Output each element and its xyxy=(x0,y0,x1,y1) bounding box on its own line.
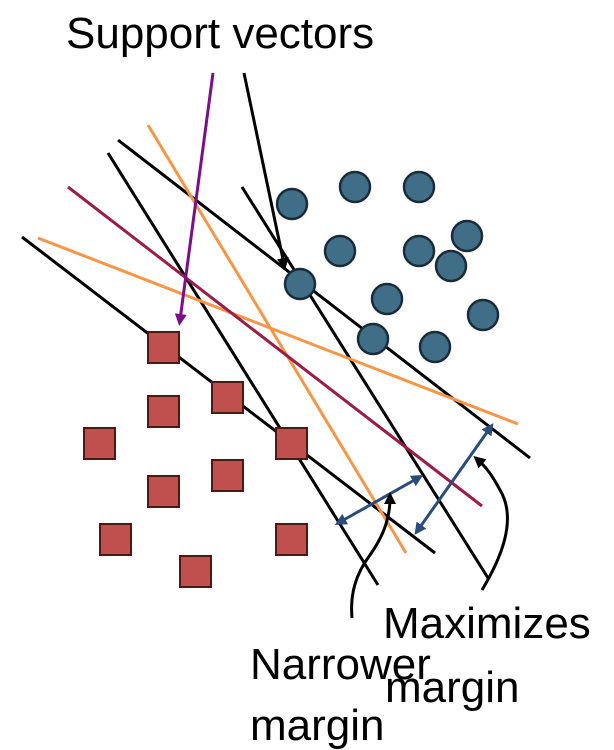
circle-point xyxy=(402,170,436,204)
support-vector-arrow-black xyxy=(242,72,289,270)
circle-point xyxy=(323,234,357,268)
circle-point-support-vector xyxy=(283,267,317,301)
square-point-support-vector xyxy=(147,331,180,364)
maximizes-label-line1: Maximizes xyxy=(383,599,591,648)
square-point xyxy=(83,427,116,460)
circle-point xyxy=(356,322,390,356)
narrower-margin-pointer xyxy=(350,492,396,619)
square-point xyxy=(275,523,308,556)
square-point xyxy=(211,381,244,414)
maximizes-margin-pointer xyxy=(473,456,509,591)
circle-point xyxy=(434,249,468,283)
support-vectors-label: Support vectors xyxy=(66,9,375,58)
circle-point xyxy=(418,330,452,364)
wide-margin-arrow xyxy=(414,423,494,535)
circle-point xyxy=(275,187,309,221)
narrower-label-line2: margin xyxy=(250,701,385,750)
maximizes-label-line2: margin xyxy=(385,663,520,712)
square-point xyxy=(275,427,308,460)
circle-point xyxy=(370,282,404,316)
square-class-points xyxy=(83,331,308,588)
black-line-2 xyxy=(117,138,531,460)
black-line-3 xyxy=(106,152,380,586)
support-vector-arrow-purple xyxy=(174,72,215,326)
circle-class-points xyxy=(275,170,500,364)
square-point xyxy=(147,475,180,508)
circle-point xyxy=(402,234,436,268)
square-point xyxy=(147,395,180,428)
narrower-label-line1: Narrower xyxy=(250,640,431,689)
square-point xyxy=(179,555,212,588)
square-point xyxy=(99,523,132,556)
circle-point xyxy=(338,170,372,204)
square-point xyxy=(211,459,244,492)
maroon-line xyxy=(67,185,483,508)
circle-point xyxy=(466,298,500,332)
narrow-margin-arrow xyxy=(334,475,424,525)
circle-point xyxy=(450,219,484,253)
orange-line-2 xyxy=(37,236,519,426)
